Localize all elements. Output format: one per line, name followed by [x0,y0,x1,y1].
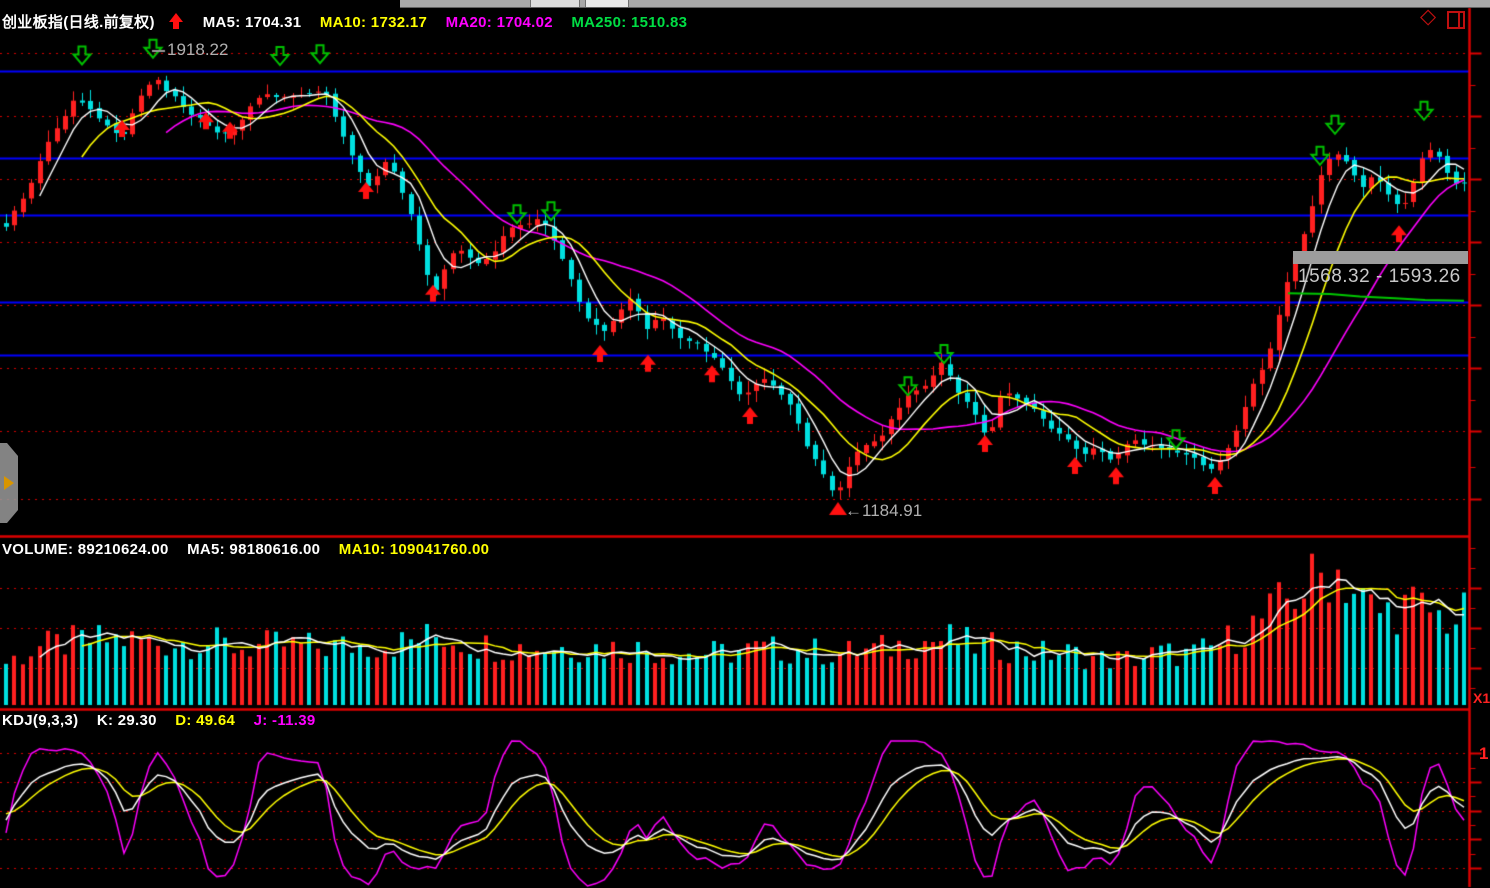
price-range-bar [1293,251,1468,264]
up-arrow-icon [169,13,184,29]
volume-ma5-value: MA5: 98180616.00 [187,541,321,558]
scrollbar-thumb[interactable] [530,0,580,7]
kdj-axis-label: 1 [1479,744,1489,763]
kdj-k-value: K: 29.30 [96,712,157,729]
low-price-label: ←1184.91 [845,501,923,520]
high-price-label: 1918.22 [167,40,229,59]
right-triangle-icon [4,476,14,490]
volume-title: VOLUME: 89210624.00 MA5: 98180616.00 MA1… [2,541,503,558]
left-expand-tab[interactable] [0,443,18,523]
price-range-label: 1568.32 - 1593.26 [1298,266,1461,287]
ma10-value: MA10: 1732.17 [319,14,428,31]
diamond-icon[interactable]: ◇ [1420,5,1437,28]
main-title: 创业板指(日线.前复权) MA5: 1704.31 MA10: 1732.17 … [2,11,701,32]
top-scrollbar[interactable] [400,0,1490,8]
kdj-d-value: D: 49.64 [175,712,236,729]
kdj-params: KDJ(9,3,3) [2,712,79,729]
kdj-j-value: J: -11.39 [253,712,316,729]
window-split-icon[interactable] [1447,11,1465,29]
ma20-value: MA20: 1704.02 [445,14,553,31]
x1-label: X1 [1473,690,1490,706]
scrollbar-thumb[interactable] [585,0,629,7]
ma5-value: MA5: 1704.31 [202,14,302,31]
symbol-title: 创业板指(日线.前复权) [2,14,155,31]
kdj-title: KDJ(9,3,3) K: 29.30 D: 49.64 J: -11.39 [2,712,330,729]
volume-value: VOLUME: 89210624.00 [2,541,169,558]
volume-ma10-value: MA10: 109041760.00 [338,541,490,558]
ma250-value: MA250: 1510.83 [571,14,688,31]
